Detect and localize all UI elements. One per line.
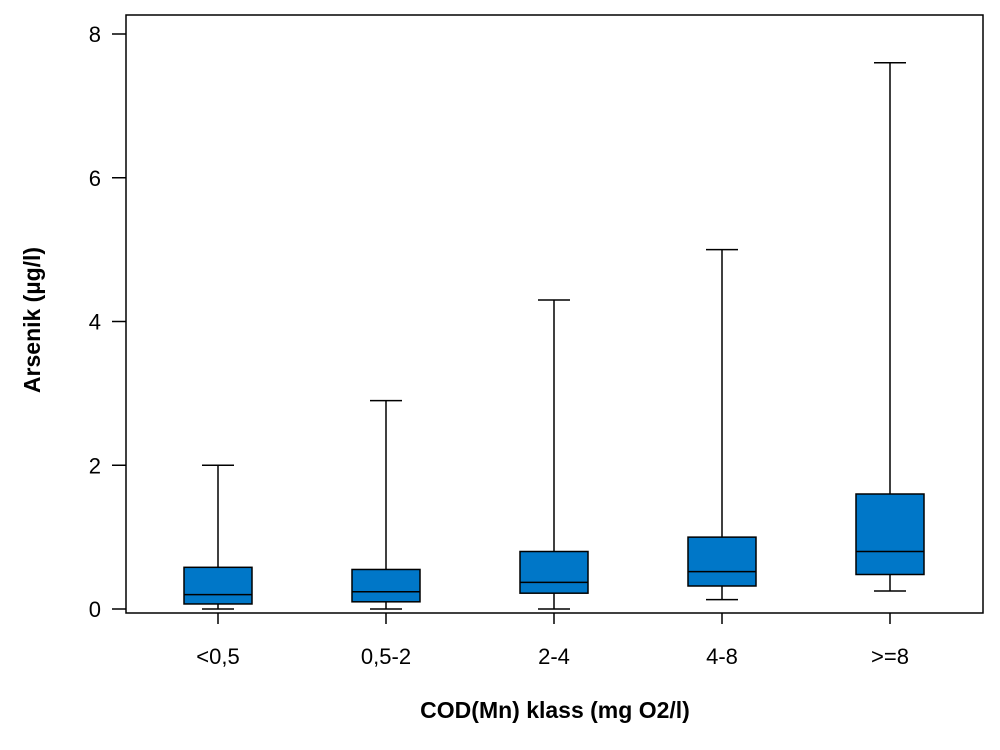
- x-axis-title: COD(Mn) klass (mg O2/l): [420, 697, 690, 723]
- box-group-1: [351, 399, 421, 610]
- box-4: [855, 493, 925, 576]
- x-tick-label-4: >=8: [871, 644, 909, 669]
- x-axis: <0,5 0,5-2 2-4 4-8 >=8: [196, 613, 909, 669]
- x-tick-label-2: 2-4: [538, 644, 570, 669]
- box-2: [519, 550, 589, 594]
- x-tick-label-1: 0,5-2: [361, 644, 411, 669]
- y-tick-label-4: 8: [89, 22, 101, 47]
- x-tick-label-3: 4-8: [706, 644, 738, 669]
- box-group-4: [855, 62, 925, 592]
- box-0: [183, 566, 253, 605]
- box-3: [687, 536, 757, 587]
- box-series: [183, 62, 925, 610]
- box-1: [351, 568, 421, 603]
- y-tick-label-2: 4: [89, 310, 101, 335]
- y-tick-label-3: 6: [89, 166, 101, 191]
- y-tick-label-1: 2: [89, 453, 101, 478]
- y-axis: 0 2 4 6 8: [89, 22, 126, 622]
- box-group-0: [183, 464, 253, 610]
- y-axis-title: Arsenik (µg/l): [19, 247, 45, 393]
- y-tick-label-0: 0: [89, 597, 101, 622]
- x-tick-label-0: <0,5: [196, 644, 239, 669]
- box-group-2: [519, 299, 589, 610]
- box-group-3: [687, 248, 757, 601]
